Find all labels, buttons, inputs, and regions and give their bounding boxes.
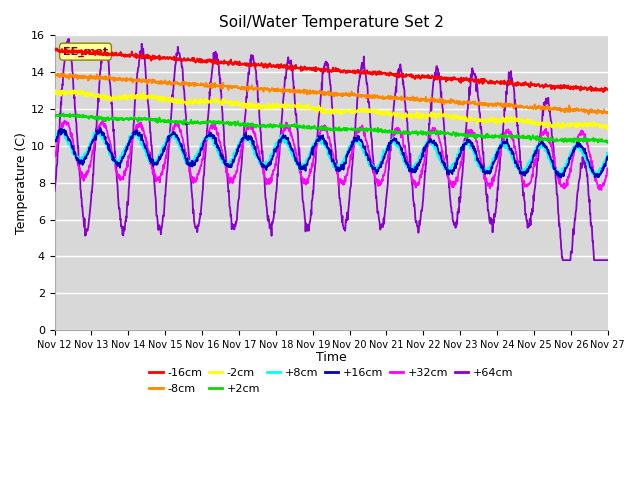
Text: EE_met: EE_met [63,47,108,57]
Legend: -16cm, -8cm, -2cm, +2cm, +8cm, +16cm, +32cm, +64cm: -16cm, -8cm, -2cm, +2cm, +8cm, +16cm, +3… [145,364,517,398]
Title: Soil/Water Temperature Set 2: Soil/Water Temperature Set 2 [219,15,444,30]
Y-axis label: Temperature (C): Temperature (C) [15,132,28,234]
X-axis label: Time: Time [316,351,346,364]
